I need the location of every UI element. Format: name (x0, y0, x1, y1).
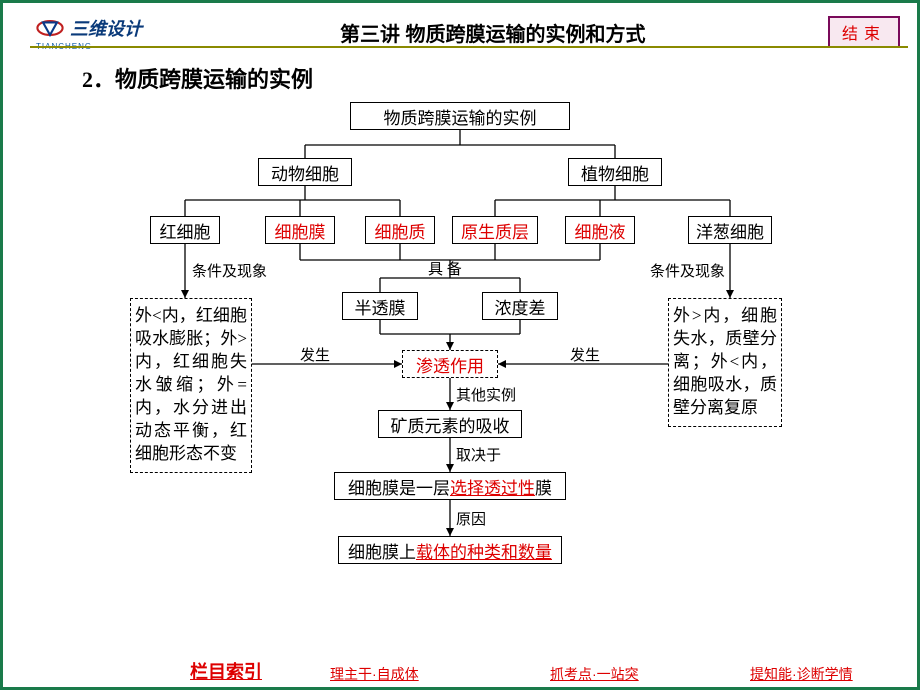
logo-text: 三维设计 (70, 15, 142, 41)
node-rbc: 红细胞 (150, 216, 220, 244)
left-description: 外<内，红细胞吸水膨胀；外>内，红细胞失水皱缩；外=内，水分进出动态平衡，红细胞… (130, 298, 252, 473)
node-carrier: 细胞膜上载体的种类和数量 (338, 536, 562, 564)
node-semipermeable: 半透膜 (342, 292, 418, 320)
node-mineral: 矿质元素的吸收 (378, 410, 522, 438)
label-cond-right: 条件及现象 (650, 260, 725, 281)
node-sap: 细胞液 (565, 216, 635, 244)
selective-text-c: 膜 (535, 474, 552, 499)
carrier-text-a: 细胞膜上 (348, 538, 416, 563)
end-button[interactable]: 结束 (828, 16, 900, 48)
label-other: 其他实例 (456, 384, 516, 405)
carrier-text-b: 载体的种类和数量 (416, 538, 552, 563)
node-plant: 植物细胞 (568, 158, 662, 186)
footer: 栏目索引 理主干·自成体 抓考点·一站突 提知能·诊断学情 (0, 658, 920, 688)
footer-link-a[interactable]: 理主干·自成体 (330, 664, 419, 684)
node-membrane: 细胞膜 (265, 216, 335, 244)
node-cytoplasm: 细胞质 (365, 216, 435, 244)
label-have: 具 备 (428, 258, 462, 279)
label-reason: 原因 (456, 508, 486, 529)
node-animal: 动物细胞 (258, 158, 352, 186)
node-selective: 细胞膜是一层选择透过性膜 (334, 472, 566, 500)
label-occur-right: 发生 (570, 344, 600, 365)
footer-link-b[interactable]: 抓考点·一站突 (550, 664, 639, 684)
section-number: 2．物质跨膜运输的实例 (82, 62, 313, 94)
header-rule (30, 46, 908, 48)
lecture-title: 第三讲 物质跨膜运输的实例和方式 (340, 18, 646, 47)
selective-text-b: 选择透过性 (450, 474, 535, 499)
footer-index-label[interactable]: 栏目索引 (190, 658, 262, 684)
node-onion: 洋葱细胞 (688, 216, 772, 244)
selective-text-a: 细胞膜是一层 (348, 474, 450, 499)
logo-icon (36, 14, 64, 42)
label-cond-left: 条件及现象 (192, 260, 267, 281)
footer-link-c[interactable]: 提知能·诊断学情 (750, 664, 853, 684)
label-occur-left: 发生 (300, 344, 330, 365)
node-osmosis: 渗透作用 (402, 350, 498, 378)
node-concentration: 浓度差 (482, 292, 558, 320)
logo: 三维设计 (36, 14, 142, 42)
label-depend: 取决于 (456, 444, 501, 465)
node-protoplast: 原生质层 (452, 216, 538, 244)
node-root: 物质跨膜运输的实例 (350, 102, 570, 130)
header: 三维设计 TIANCHENG 第三讲 物质跨膜运输的实例和方式 结束 (0, 8, 920, 44)
flowchart: 物质跨膜运输的实例 动物细胞 植物细胞 红细胞 细胞膜 细胞质 原生质层 细胞液… (90, 100, 830, 648)
right-description: 外>内，细胞失水，质壁分离；外<内，细胞吸水，质壁分离复原 (668, 298, 782, 427)
